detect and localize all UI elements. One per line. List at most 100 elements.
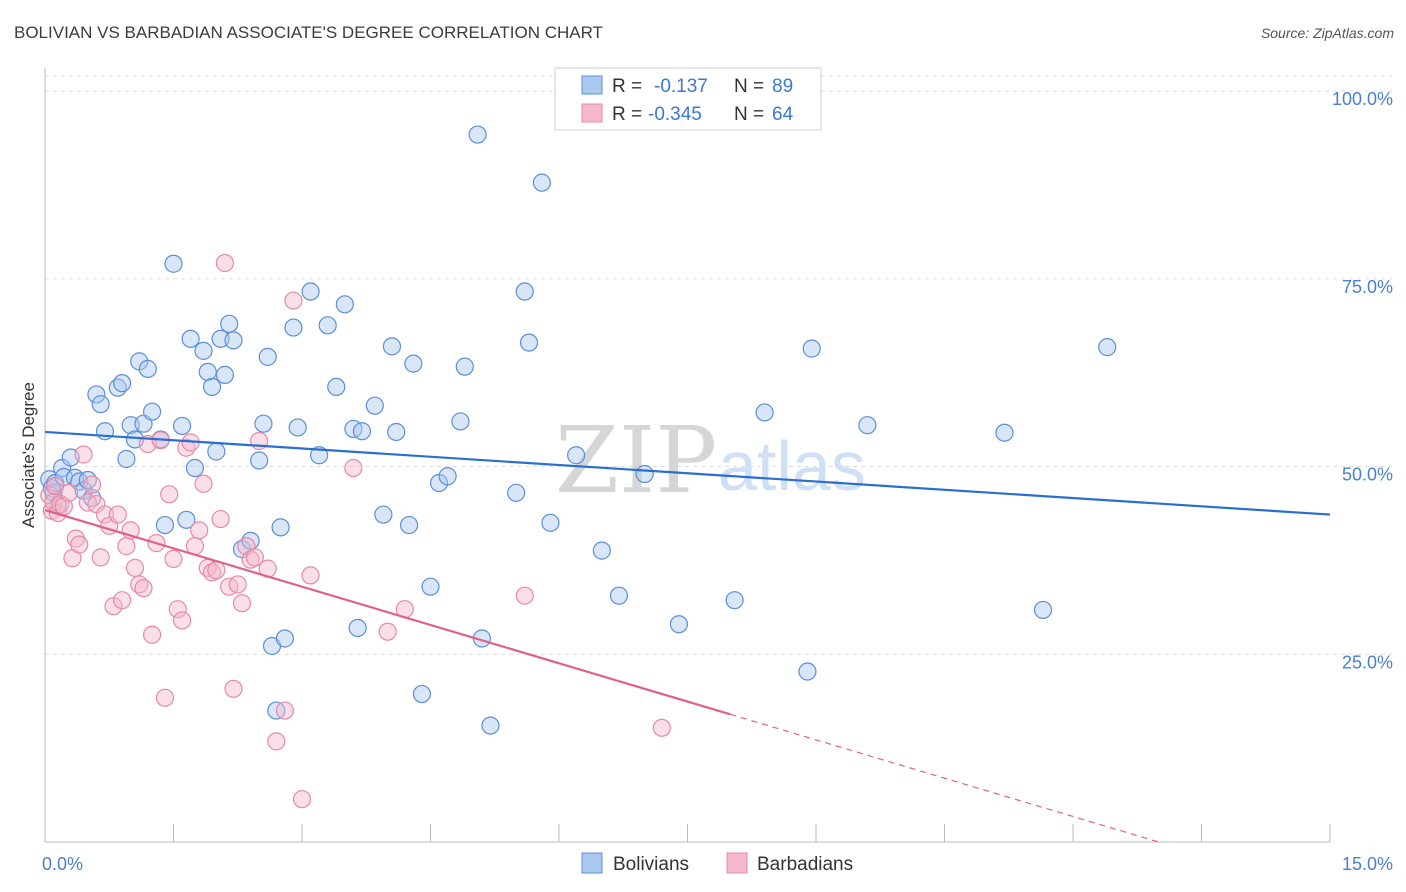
bolivians-point-34 xyxy=(202,377,222,397)
bolivians-point-55 xyxy=(335,295,354,314)
barbadians-trendline-extension xyxy=(730,713,1159,843)
bolivians-point-39 xyxy=(224,331,243,350)
bolivians-point-37 xyxy=(215,365,234,384)
bolivians-point-18 xyxy=(117,449,136,469)
x-tick-label-0: 0.0% xyxy=(42,854,83,874)
bolivians-point-81 xyxy=(609,586,629,605)
bolivians-point-73 xyxy=(481,716,500,735)
bolivians-point-54 xyxy=(327,377,346,397)
bolivians-point-23 xyxy=(138,359,157,378)
watermark-zip: ZIP xyxy=(555,407,717,514)
barbadians-point-11 xyxy=(74,445,93,464)
bolivians-point-89 xyxy=(995,423,1014,442)
bolivians-point-74 xyxy=(507,483,526,502)
barbadians-point-25 xyxy=(134,579,153,598)
bolivians-point-29 xyxy=(177,510,196,529)
barbadians-point-48 xyxy=(232,594,252,613)
legend-swatch-bolivians xyxy=(581,75,603,95)
y-tick-label-2: 75.0% xyxy=(1342,277,1393,297)
y-axis-label: Associate's Degree xyxy=(19,382,38,528)
bolivians-point-63 xyxy=(399,515,419,535)
legend-r-value-bolivians: -0.137 xyxy=(654,76,708,97)
bolivians-point-87 xyxy=(802,339,821,358)
barbadians-point-62 xyxy=(515,586,534,605)
barbadians-point-33 xyxy=(168,600,187,619)
x-tick-label-1: 15.0% xyxy=(1342,854,1393,874)
bolivians-point-38 xyxy=(220,314,239,333)
bolivians-point-83 xyxy=(669,615,689,634)
bottom-legend: Bolivians Barbadians xyxy=(581,852,853,875)
axes xyxy=(44,68,1331,843)
bolivians-point-57 xyxy=(348,618,367,638)
barbadians-trendline xyxy=(44,509,731,716)
bolivians-point-33 xyxy=(198,362,217,381)
chart-source: Source: ZipAtlas.com xyxy=(1261,25,1394,41)
bolivians-point-59 xyxy=(365,396,384,415)
bolivians-point-14 xyxy=(91,395,110,414)
watermark: ZIP atlas xyxy=(555,407,866,514)
y-tick-label-3: 100.0% xyxy=(1332,89,1393,109)
barbadians-point-57 xyxy=(292,790,312,809)
barbadians-point-54 xyxy=(267,732,286,751)
legend-swatch-barbadians xyxy=(581,103,603,123)
barbadians-point-32 xyxy=(164,549,183,568)
bolivians-point-82 xyxy=(635,464,654,484)
bolivians-point-62 xyxy=(387,422,406,442)
bolivians-point-69 xyxy=(451,412,470,431)
bolivians-point-32 xyxy=(194,341,213,360)
y-tick-labels: 25.0% 50.0% 75.0% 100.0% xyxy=(1332,89,1393,672)
bolivians-point-26 xyxy=(155,515,175,535)
bolivians-point-77 xyxy=(532,173,551,192)
bolivians-point-31 xyxy=(185,458,205,478)
bolivians-point-70 xyxy=(455,357,474,376)
barbadians-point-56 xyxy=(284,291,303,310)
barbadians-point-60 xyxy=(378,622,397,641)
bolivians-point-49 xyxy=(284,318,303,337)
trendlines xyxy=(44,430,1331,843)
x-tick-labels: 0.0% 15.0% xyxy=(42,854,1393,874)
bolivians-point-78 xyxy=(541,513,560,532)
barbadians-point-15 xyxy=(91,548,110,567)
bolivians-point-47 xyxy=(271,518,290,537)
bolivians-point-51 xyxy=(301,282,320,301)
bolivians-point-52 xyxy=(310,446,329,465)
barbadians-point-43 xyxy=(211,509,230,529)
legend-box: R = -0.137 N = 89 R = -0.345 N = 64 xyxy=(554,67,822,131)
bolivians-point-79 xyxy=(567,446,586,465)
bottom-legend-swatch-barbadians xyxy=(726,852,748,874)
bolivians-point-53 xyxy=(318,316,337,335)
bolivians-point-91 xyxy=(1098,338,1117,357)
barbadians-point-58 xyxy=(301,566,320,585)
barbadians-point-63 xyxy=(652,718,671,737)
barbadians-point-20 xyxy=(112,591,132,610)
bolivians-point-76 xyxy=(519,333,539,352)
bolivians-point-24 xyxy=(142,402,162,421)
bolivians-point-43 xyxy=(254,414,273,433)
barbadians-point-21 xyxy=(117,537,136,556)
barbadians-point-46 xyxy=(224,679,243,698)
barbadians-point-44 xyxy=(215,253,234,273)
bolivians-point-68 xyxy=(438,467,457,486)
bolivians-point-88 xyxy=(858,416,877,435)
bolivians-point-71 xyxy=(468,125,487,144)
bolivians-point-42 xyxy=(250,451,269,470)
bolivians-trendline xyxy=(44,430,1331,516)
legend-n-value-bolivians: 89 xyxy=(772,76,793,97)
barbadians-point-19 xyxy=(108,505,127,524)
legend-n-value-barbadians: 64 xyxy=(772,104,794,125)
barbadians-point-13 xyxy=(83,475,102,494)
bolivians-point-61 xyxy=(382,337,402,356)
barbadians-point-16 xyxy=(95,505,115,524)
barbadians-point-39 xyxy=(194,474,213,493)
barbadians-point-59 xyxy=(344,458,363,478)
bottom-legend-label-barbadians: Barbadians xyxy=(757,854,853,875)
bolivians-point-28 xyxy=(172,416,192,436)
legend-n-label-barbadians: N = xyxy=(734,104,764,125)
bolivians-point-27 xyxy=(164,254,183,273)
barbadians-point-42 xyxy=(207,561,226,580)
barbadians-point-34 xyxy=(172,611,192,630)
y-tick-label-1: 50.0% xyxy=(1342,465,1393,485)
series-barbadians xyxy=(40,253,671,809)
barbadians-point-38 xyxy=(190,521,209,540)
